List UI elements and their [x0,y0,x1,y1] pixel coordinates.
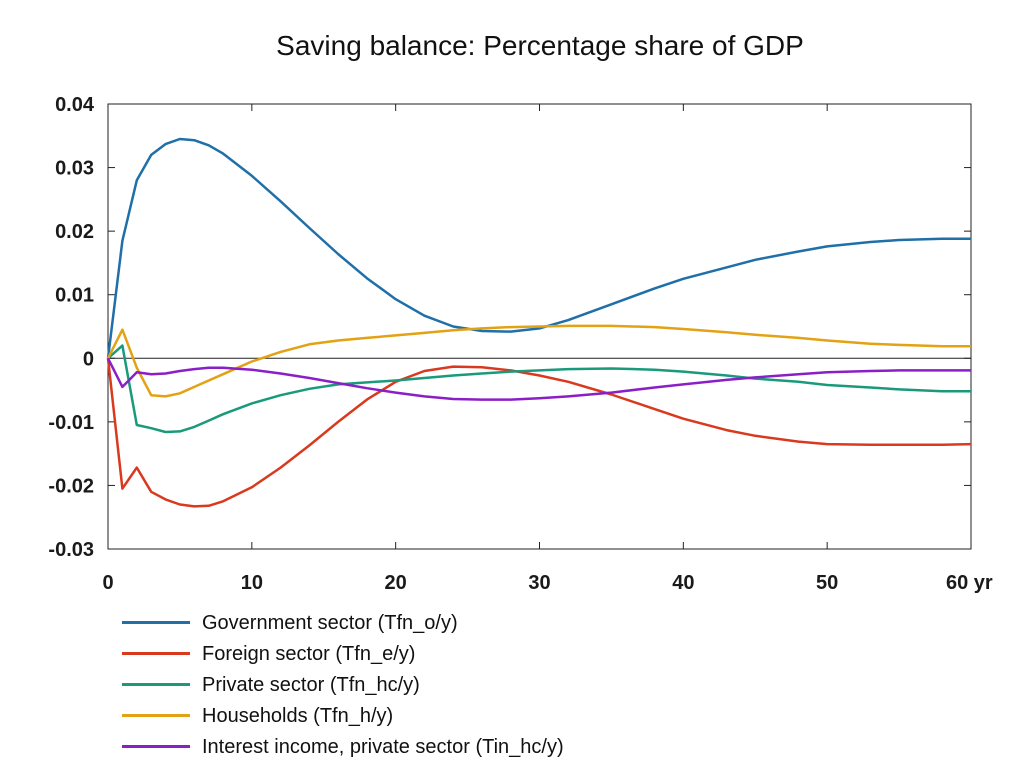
legend-swatch [122,683,190,686]
legend-label: Households (Tfn_h/y) [202,705,394,727]
series-line-2 [106,358,972,508]
legend-label: Foreign sector (Tfn_e/y) [202,643,416,665]
x-tick-label: 50 [816,572,838,594]
series-line-4 [106,324,971,398]
y-tick-label: -0.03 [48,539,94,561]
legend-label: Private sector (Tfn_hc/y) [202,674,420,696]
y-tick-label: -0.01 [48,412,94,434]
legend-label: Government sector (Tfn_o/y) [202,612,458,634]
x-tick-label: 20 [385,572,407,594]
legend-label: Interest income, private sector (Tin_hc/… [202,736,564,758]
legend-swatch [122,714,190,717]
legend-swatch [122,652,190,655]
x-tick-label: 0 [102,572,113,594]
y-tick-label: 0.01 [55,285,94,307]
line-chart: 0.04 0.03 0.02 0.01 0 -0.01 -0.02 -0.03 0 10 20 30 4… [48,94,993,594]
legend-swatch [122,621,190,624]
x-tick-label: 30 [528,572,550,594]
y-tick-label: 0.03 [55,158,94,180]
x-tick-label: 10 [241,572,263,594]
y-tick-label: 0.04 [55,94,95,116]
series-line-5 [106,357,971,401]
x-tick-label: 40 [672,572,694,594]
legend-swatch [122,745,190,748]
y-tick-label: -0.02 [48,475,94,497]
chart-title: Saving balance: Percentage share of GDP [276,30,804,61]
x-tick-label: 60 yr [946,572,993,594]
y-tick-label: 0 [83,348,94,370]
series-line-3 [107,344,971,434]
series-line-1 [106,137,971,359]
y-tick-label: 0.02 [55,221,94,243]
